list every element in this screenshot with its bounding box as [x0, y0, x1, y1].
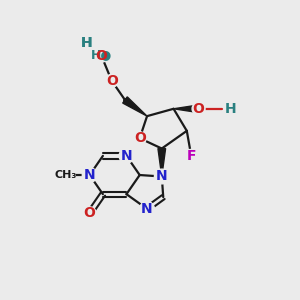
Circle shape	[140, 202, 154, 216]
Circle shape	[185, 149, 198, 162]
Circle shape	[80, 36, 93, 49]
Circle shape	[133, 132, 146, 145]
Text: F: F	[187, 149, 196, 163]
Text: H●: H●	[91, 48, 112, 61]
Text: N: N	[141, 202, 153, 216]
Text: H: H	[81, 35, 92, 50]
Circle shape	[95, 49, 108, 62]
Text: O: O	[106, 74, 118, 88]
Polygon shape	[174, 105, 199, 112]
Text: O: O	[95, 49, 107, 63]
Text: N: N	[84, 168, 95, 182]
Circle shape	[154, 169, 169, 184]
Circle shape	[82, 168, 97, 182]
Polygon shape	[158, 148, 166, 176]
Polygon shape	[123, 97, 147, 116]
Text: H: H	[81, 35, 92, 50]
Circle shape	[192, 102, 205, 115]
Circle shape	[105, 74, 118, 87]
Text: O: O	[84, 206, 96, 220]
Text: N: N	[121, 149, 132, 163]
Circle shape	[83, 207, 96, 220]
Text: O: O	[193, 102, 205, 116]
Text: CH₃: CH₃	[55, 170, 77, 180]
Text: N: N	[156, 169, 168, 184]
Text: O: O	[134, 131, 146, 145]
Text: H: H	[225, 102, 237, 116]
Circle shape	[57, 166, 75, 184]
Circle shape	[119, 148, 134, 163]
